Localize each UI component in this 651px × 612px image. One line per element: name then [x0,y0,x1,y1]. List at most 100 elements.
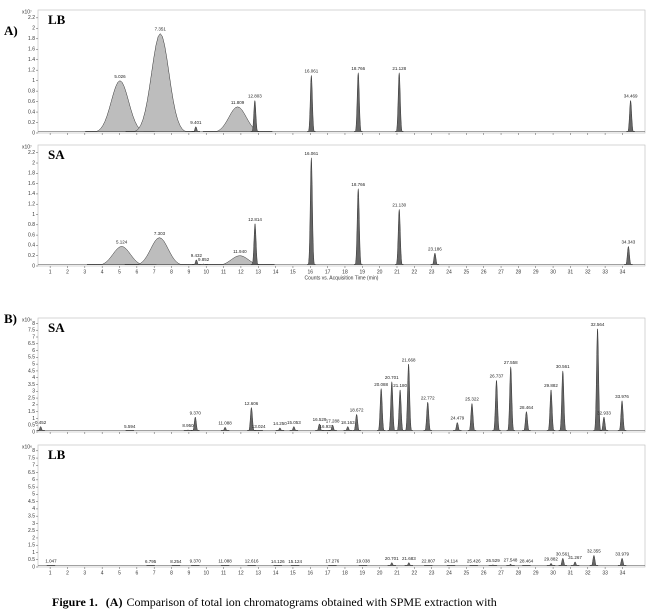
x-tick-label: 33 [602,269,608,275]
peak-label: 16.931 [320,424,334,429]
peak-label: 21.130 [392,203,406,208]
y-tick-label: 0 [32,263,35,269]
x-tick-label: 10 [203,269,209,275]
plot-frame [37,317,646,433]
peak-label: 28.464 [520,405,534,410]
y-tick-label: 4 [32,506,35,512]
peak [307,157,316,265]
x-tick-label: 6 [135,269,138,275]
peak-label: 7.303 [154,231,166,236]
y-tick-label: 1.4 [28,191,35,197]
peak [453,422,462,431]
y-tick-label: 0 [32,429,35,435]
peak-label: 25.426 [467,558,481,563]
x-tick-label: 16 [308,269,314,275]
x-tick-label: 8 [170,570,173,576]
y-tick-label: 0 [32,130,35,136]
x-tick-label: 25 [464,269,470,275]
peak-label: 5.026 [114,74,126,79]
peak [506,563,515,566]
x-tick-label: 24 [446,269,452,275]
x-tick-label: 23 [429,269,435,275]
x-tick-label: 20 [377,269,383,275]
peak [205,255,275,265]
peak [546,389,556,431]
y-tick-label: 0.5 [28,557,35,563]
peak [522,410,531,431]
peak [183,429,193,431]
x-tick-label: 17 [325,570,331,576]
caption-part: (A) [106,595,123,609]
peak-label: 9.852 [198,257,210,262]
x-tick-label: 7 [153,570,156,576]
peak-label: 32.933 [597,410,611,415]
x-tick-label: 19 [360,269,366,275]
peak [387,562,396,566]
y-tick-label: 2.2 [28,15,35,21]
y-tick-label: 4 [32,375,35,381]
x-tick-label: 7 [153,269,156,275]
plot-frame [37,9,646,134]
peak-label: 31.267 [568,555,582,560]
peak-label: 30.561 [556,364,570,369]
peak-label: 11.809 [231,100,245,105]
y-tick-label: 2.5 [28,528,35,534]
y-tick-label: 5.5 [28,484,35,490]
peak [617,399,627,431]
peak-label: 28.464 [520,558,534,563]
peak [328,424,337,431]
x-tick-label: 15 [290,269,296,275]
peak-label: 11.088 [218,420,232,425]
y-tick-label: 4.5 [28,499,35,505]
peak-label: 16.061 [304,69,318,74]
x-tick-label: 34 [620,570,626,576]
x-tick-label: 31 [568,570,574,576]
y-tick-label: 3 [32,521,35,527]
peak [395,389,405,431]
x-tick-label: 22 [412,269,418,275]
x-tick-label: 9 [187,570,190,576]
x-tick-label: 24 [446,570,452,576]
x-tick-label: 20 [377,570,383,576]
y-tick-label: 1.2 [28,202,35,208]
x-tick-label: 33 [602,570,608,576]
y-tick-label: 1.6 [28,47,35,53]
x-tick-label: 12 [238,269,244,275]
x-tick-label: 19 [360,570,366,576]
y-tick-label: 7 [32,334,35,340]
peak-label: 17.276 [326,559,340,564]
x-tick-label: 28 [516,269,522,275]
peak [467,402,477,431]
peak-label: 21.180 [393,383,407,388]
x-tick-label: 17 [325,269,331,275]
x-tick-label: 29 [533,570,539,576]
peak-label: 21.668 [402,357,416,362]
peak-label: 11.088 [218,559,232,564]
peak [191,416,200,431]
peak [354,188,363,265]
peak [558,557,567,566]
x-tick-label: 31 [568,269,574,275]
x-tick-label: 5 [118,570,121,576]
peak-label: 9.370 [190,410,202,415]
x-tick-label: 3 [83,269,86,275]
peak-label: 21.128 [392,66,406,71]
peak [570,561,580,566]
peak-label: 16.529 [313,417,327,422]
peak [250,99,259,132]
peak [247,406,256,431]
peak-label: 18.766 [351,66,365,71]
y-tick-label: 4.5 [28,368,35,374]
y-tick-label: 0 [32,564,35,570]
x-tick-label: 21 [394,570,400,576]
caption-text: Comparison of total ion chromatograms ob… [126,595,496,609]
peak-label: 9.432 [191,253,203,258]
peak-label: 17.288 [326,418,340,423]
peak-label: 33.976 [615,394,629,399]
peak-label: 5.594 [124,424,136,429]
sample-label: LB [48,12,66,27]
sample-label: SA [48,320,65,335]
x-tick-label: 1 [49,269,52,275]
y-tick-label: 1.4 [28,57,35,63]
y-tick-label: 0.6 [28,232,35,238]
